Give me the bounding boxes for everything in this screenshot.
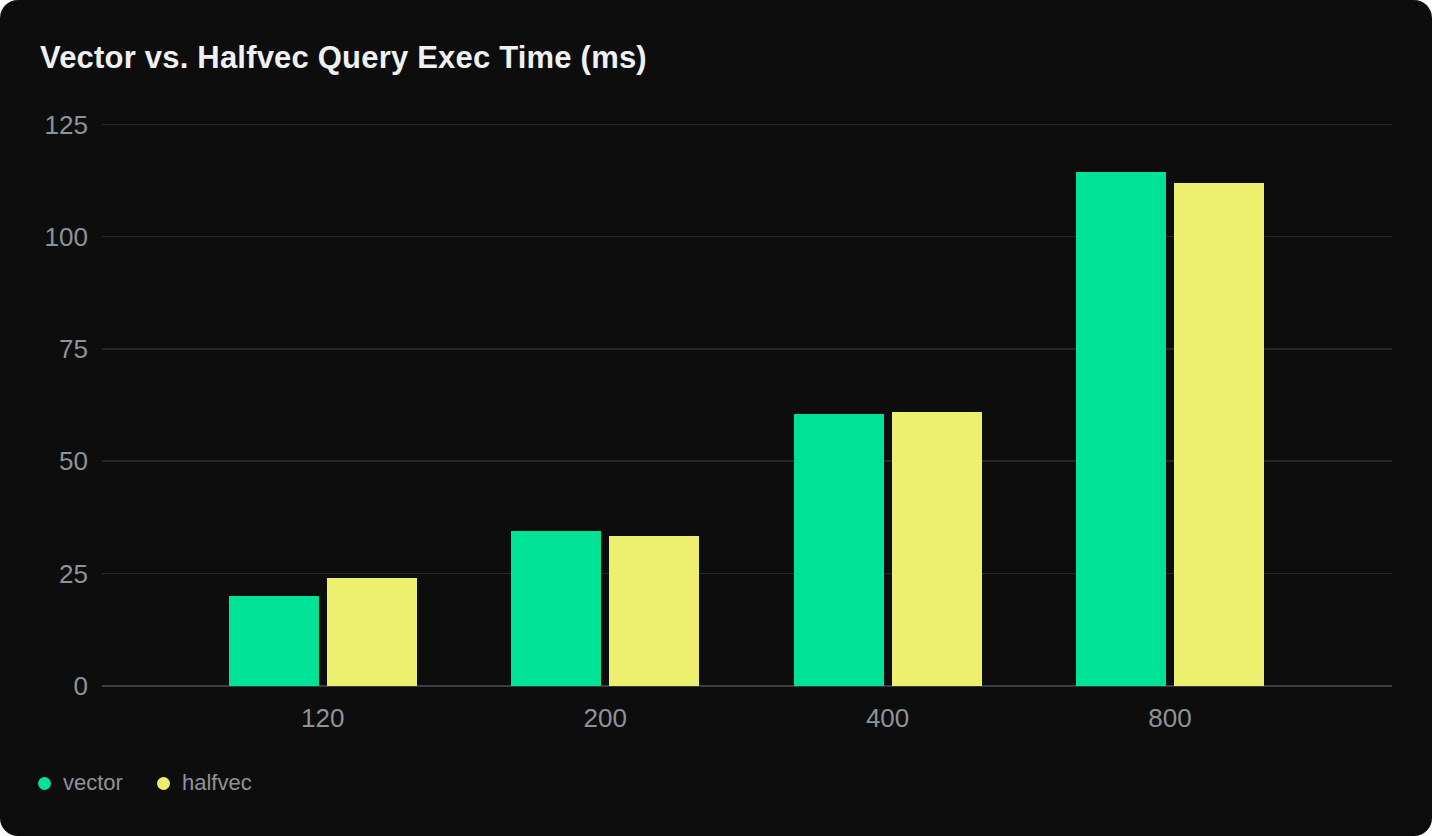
legend-marker-vector [38, 777, 51, 790]
bar-vector-120[interactable] [229, 596, 319, 686]
x-axis-tick-label-800: 800 [1100, 703, 1240, 734]
legend-item-vector[interactable]: vector [38, 770, 123, 796]
y-axis-tick-label-75: 75 [0, 334, 88, 364]
legend-label-vector: vector [63, 770, 123, 796]
bar-halfvec-200[interactable] [609, 536, 699, 686]
x-axis-tick-label-120: 120 [253, 703, 393, 734]
y-axis-tick-label-100: 100 [0, 222, 88, 252]
chart-legend: vector halfvec [38, 770, 252, 796]
y-axis-tick-label-50: 50 [0, 446, 88, 476]
bar-halfvec-120[interactable] [327, 578, 417, 686]
bar-chart-plot-area: 0 25 50 75 100 125 120 200 400 800 [0, 0, 1432, 836]
chart-card: Vector vs. Halfvec Query Exec Time (ms) … [0, 0, 1432, 836]
bar-vector-200[interactable] [511, 531, 601, 686]
page: { "card": { "background": "#0d0d0d", "ti… [0, 0, 1432, 836]
x-axis-tick-label-200: 200 [535, 703, 675, 734]
bar-halfvec-400[interactable] [892, 412, 982, 686]
x-axis-tick-label-400: 400 [818, 703, 958, 734]
bar-vector-800[interactable] [1076, 172, 1166, 686]
bar-halfvec-800[interactable] [1174, 183, 1264, 686]
legend-label-halfvec: halfvec [182, 770, 252, 796]
gridline-125 [102, 124, 1392, 126]
legend-item-halfvec[interactable]: halfvec [157, 770, 252, 796]
y-axis-tick-label-0: 0 [0, 671, 88, 701]
legend-marker-halfvec [157, 777, 170, 790]
bar-vector-400[interactable] [794, 414, 884, 686]
y-axis-tick-label-125: 125 [0, 110, 88, 140]
y-axis-tick-label-25: 25 [0, 559, 88, 589]
